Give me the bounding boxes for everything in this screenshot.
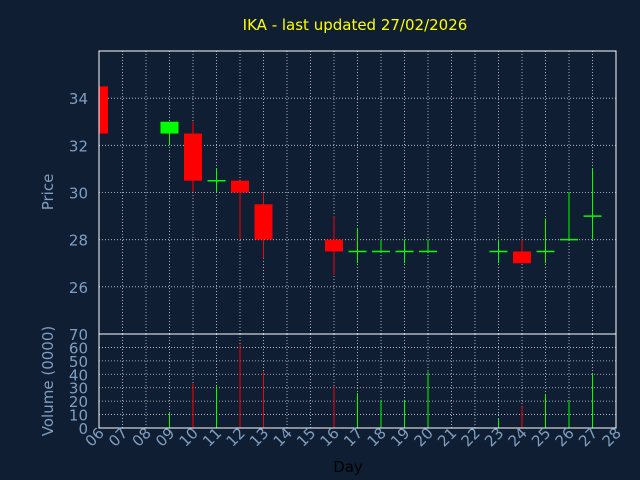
x-axis-label: Day [333, 458, 363, 476]
volume-tick-label: 70 [69, 326, 88, 344]
volume-frame [98, 333, 617, 429]
candle-body [99, 86, 108, 134]
volume-tick-label: 0 [78, 420, 88, 438]
price-tick-label: 32 [69, 137, 88, 155]
price-tick-label: 30 [69, 185, 88, 203]
volume-tick-label: 60 [69, 339, 88, 357]
candle-body [231, 180, 249, 193]
x-axis: 0607080910111213141516171819202122232425… [82, 424, 625, 450]
candle-body [160, 121, 179, 134]
chart-title: IKA - last updated 27/02/2026 [243, 16, 468, 34]
candle-body [184, 133, 202, 181]
volume-tick-label: 10 [69, 407, 88, 425]
price-tick-label: 26 [69, 279, 88, 297]
volume-tick-label: 20 [69, 393, 88, 411]
volume-tick-label: 40 [69, 366, 88, 384]
volume-tick-label: 50 [69, 353, 88, 371]
price-tick-label: 28 [69, 232, 88, 250]
candle-body [254, 204, 273, 240]
volume-tick-label: 30 [69, 380, 88, 398]
price-axis-label: Price [39, 174, 57, 211]
price-tick-label: 34 [69, 90, 88, 108]
candle-body [513, 251, 531, 264]
price-panel: 26 28 30 32 34 [69, 50, 617, 335]
candle-body [325, 239, 343, 252]
volume-axis-label: Volume (0000) [39, 326, 57, 436]
